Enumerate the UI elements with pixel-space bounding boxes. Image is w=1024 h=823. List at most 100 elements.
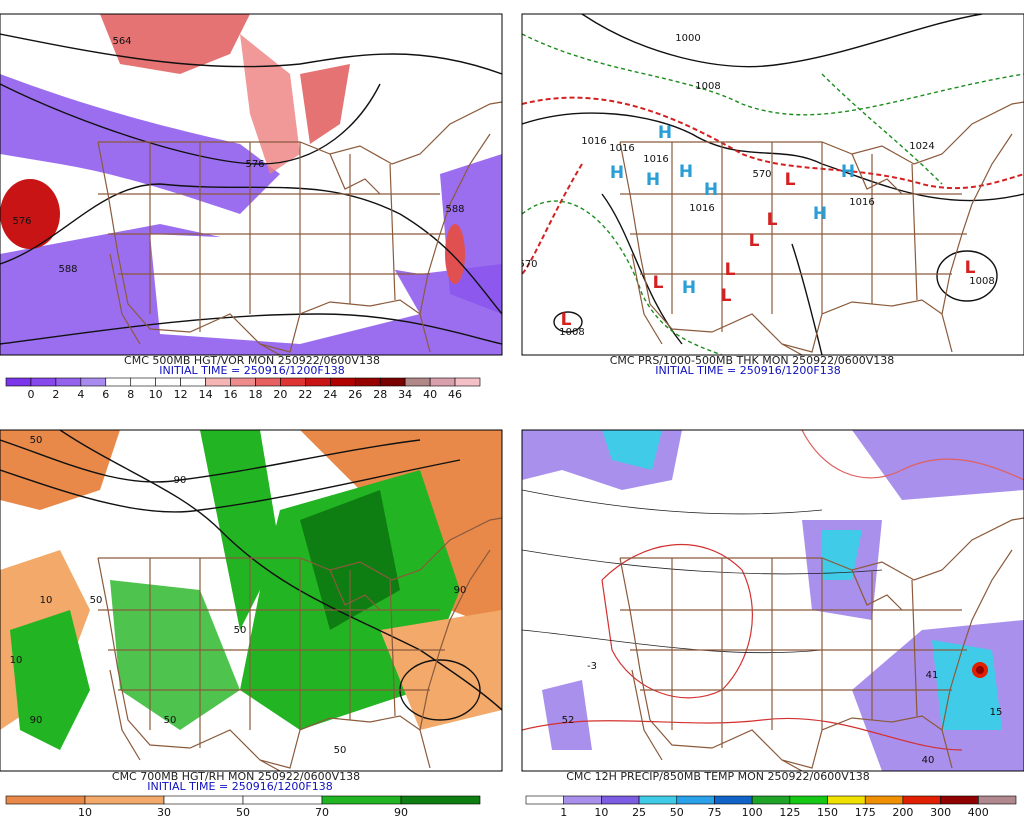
contour-label: 41 — [926, 670, 939, 681]
low-center: L — [561, 310, 572, 330]
contour-label: 1016 — [581, 136, 606, 147]
map-area: 1000 1008 1016 1016 1016 1016 1024 1016 … — [522, 14, 1024, 355]
colorbar-swatch — [638, 795, 678, 805]
colorbar-swatch — [55, 377, 82, 387]
colorbar-label: 28 — [373, 388, 387, 401]
caption: CMC 700MB HGT/RH MON 250922/0600V138 — [112, 770, 360, 783]
high-center: H — [679, 162, 693, 182]
colorbar-label: 10 — [594, 806, 608, 819]
colorbar-label: 46 — [448, 388, 462, 401]
colorbar-label: 30 — [157, 806, 171, 819]
colorbar-label: 12 — [174, 388, 188, 401]
panel-vorticity: 564 576 576 588 588 — [0, 13, 503, 356]
contour-label: 90 — [30, 715, 43, 726]
panel-humidity: 50 90 10 50 90 50 10 50 90 50 — [0, 429, 503, 772]
contour-label: 15 — [990, 707, 1003, 718]
colorbar-swatch — [354, 377, 381, 387]
colorbar-swatch — [714, 795, 753, 805]
map-area: 50 90 10 50 90 50 10 50 90 50 — [0, 430, 502, 771]
colorbar-label: 34 — [398, 388, 412, 401]
colorbar-label: 50 — [236, 806, 250, 819]
contour-label: 10 — [40, 595, 53, 606]
colorbar-label: 200 — [892, 806, 913, 819]
colorbar-swatch — [751, 795, 791, 805]
contour-label: 40 — [922, 755, 935, 766]
colorbar-swatch — [205, 377, 231, 387]
panel-precipitation: -3 52 41 15 40 — [521, 429, 1024, 772]
contour-label: 1008 — [695, 81, 720, 92]
low-center: L — [965, 258, 976, 278]
contour-label: 564 — [112, 36, 131, 47]
contour-label: 50 — [234, 625, 247, 636]
colorbar-label: 40 — [423, 388, 437, 401]
colorbar-label: 8 — [127, 388, 134, 401]
low-center: L — [725, 260, 736, 280]
colorbar-swatch — [105, 377, 132, 387]
colorbar-swatch — [163, 795, 244, 805]
colorbar-label: 16 — [224, 388, 238, 401]
colorbar-label: 400 — [968, 806, 989, 819]
contour-label: 1016 — [643, 154, 668, 165]
colorbar-label: 125 — [779, 806, 800, 819]
high-center: H — [813, 204, 827, 224]
colorbar-swatch — [978, 795, 1017, 805]
colorbar-swatch — [601, 795, 640, 805]
colorbar-label: 100 — [742, 806, 763, 819]
colorbar-swatch — [280, 377, 306, 387]
colorbar-swatch — [80, 377, 107, 387]
colorbar-swatch — [454, 377, 481, 387]
caption: CMC 12H PRECIP/850MB TEMP MON 250922/060… — [566, 770, 870, 783]
colorbar-label: 4 — [77, 388, 84, 401]
colorbar-swatch — [379, 377, 406, 387]
colorbar-swatch — [429, 377, 456, 387]
colorbar-label: 24 — [323, 388, 337, 401]
colorbar-swatch — [84, 795, 165, 805]
colorbar-swatch — [789, 795, 828, 805]
colorbar-swatch — [321, 795, 402, 805]
high-center: H — [841, 162, 855, 182]
colorbar-label: 18 — [248, 388, 262, 401]
colorbar-swatch — [30, 377, 57, 387]
colorbar-label: 14 — [199, 388, 213, 401]
colorbar-label: 0 — [27, 388, 34, 401]
colorbar-label: 300 — [930, 806, 951, 819]
contour-label: 1016 — [609, 143, 634, 154]
low-center: L — [653, 273, 664, 293]
low-center: L — [785, 170, 796, 190]
contour-label: 90 — [174, 475, 187, 486]
colorbar-swatch — [563, 795, 602, 805]
initial-time: INITIAL TIME = 250916/1200F138 — [159, 364, 344, 377]
contour-label: 50 — [164, 715, 177, 726]
map-area: 564 576 576 588 588 — [0, 14, 502, 355]
colorbar-label: 70 — [315, 806, 329, 819]
colorbar-label: 20 — [273, 388, 287, 401]
caption: CMC 500MB HGT/VOR MON 250922/0600V138 — [124, 354, 380, 367]
contour-label: 1008 — [969, 276, 994, 287]
map-area: -3 52 41 15 40 — [522, 430, 1024, 771]
colorbar-label: 6 — [102, 388, 109, 401]
colorbar-label: 150 — [817, 806, 838, 819]
contour-label: -3 — [587, 661, 597, 672]
contour-label: 52 — [562, 715, 575, 726]
colorbar-swatch — [525, 795, 564, 805]
colorbar-swatch — [330, 377, 356, 387]
colorbar-swatch — [5, 377, 32, 387]
contour-label: 1016 — [849, 197, 874, 208]
colorbar-label: 22 — [298, 388, 312, 401]
colorbar-swatch — [902, 795, 941, 805]
contour-label: 588 — [58, 264, 77, 275]
initial-time: INITIAL TIME = 250916/1200F138 — [147, 780, 332, 793]
colorbar-swatch — [255, 377, 281, 387]
contour-label: 50 — [334, 745, 347, 756]
colorbar-swatch — [242, 795, 323, 805]
colorbar-swatch — [305, 377, 331, 387]
colorbar-label: 26 — [348, 388, 362, 401]
colorbar-swatch — [676, 795, 715, 805]
contour-label: 570 — [752, 169, 771, 180]
colorbar-label: 50 — [670, 806, 684, 819]
colorbar-label: 175 — [855, 806, 876, 819]
contour-label: 1000 — [675, 33, 700, 44]
contour-label: 50 — [30, 435, 43, 446]
